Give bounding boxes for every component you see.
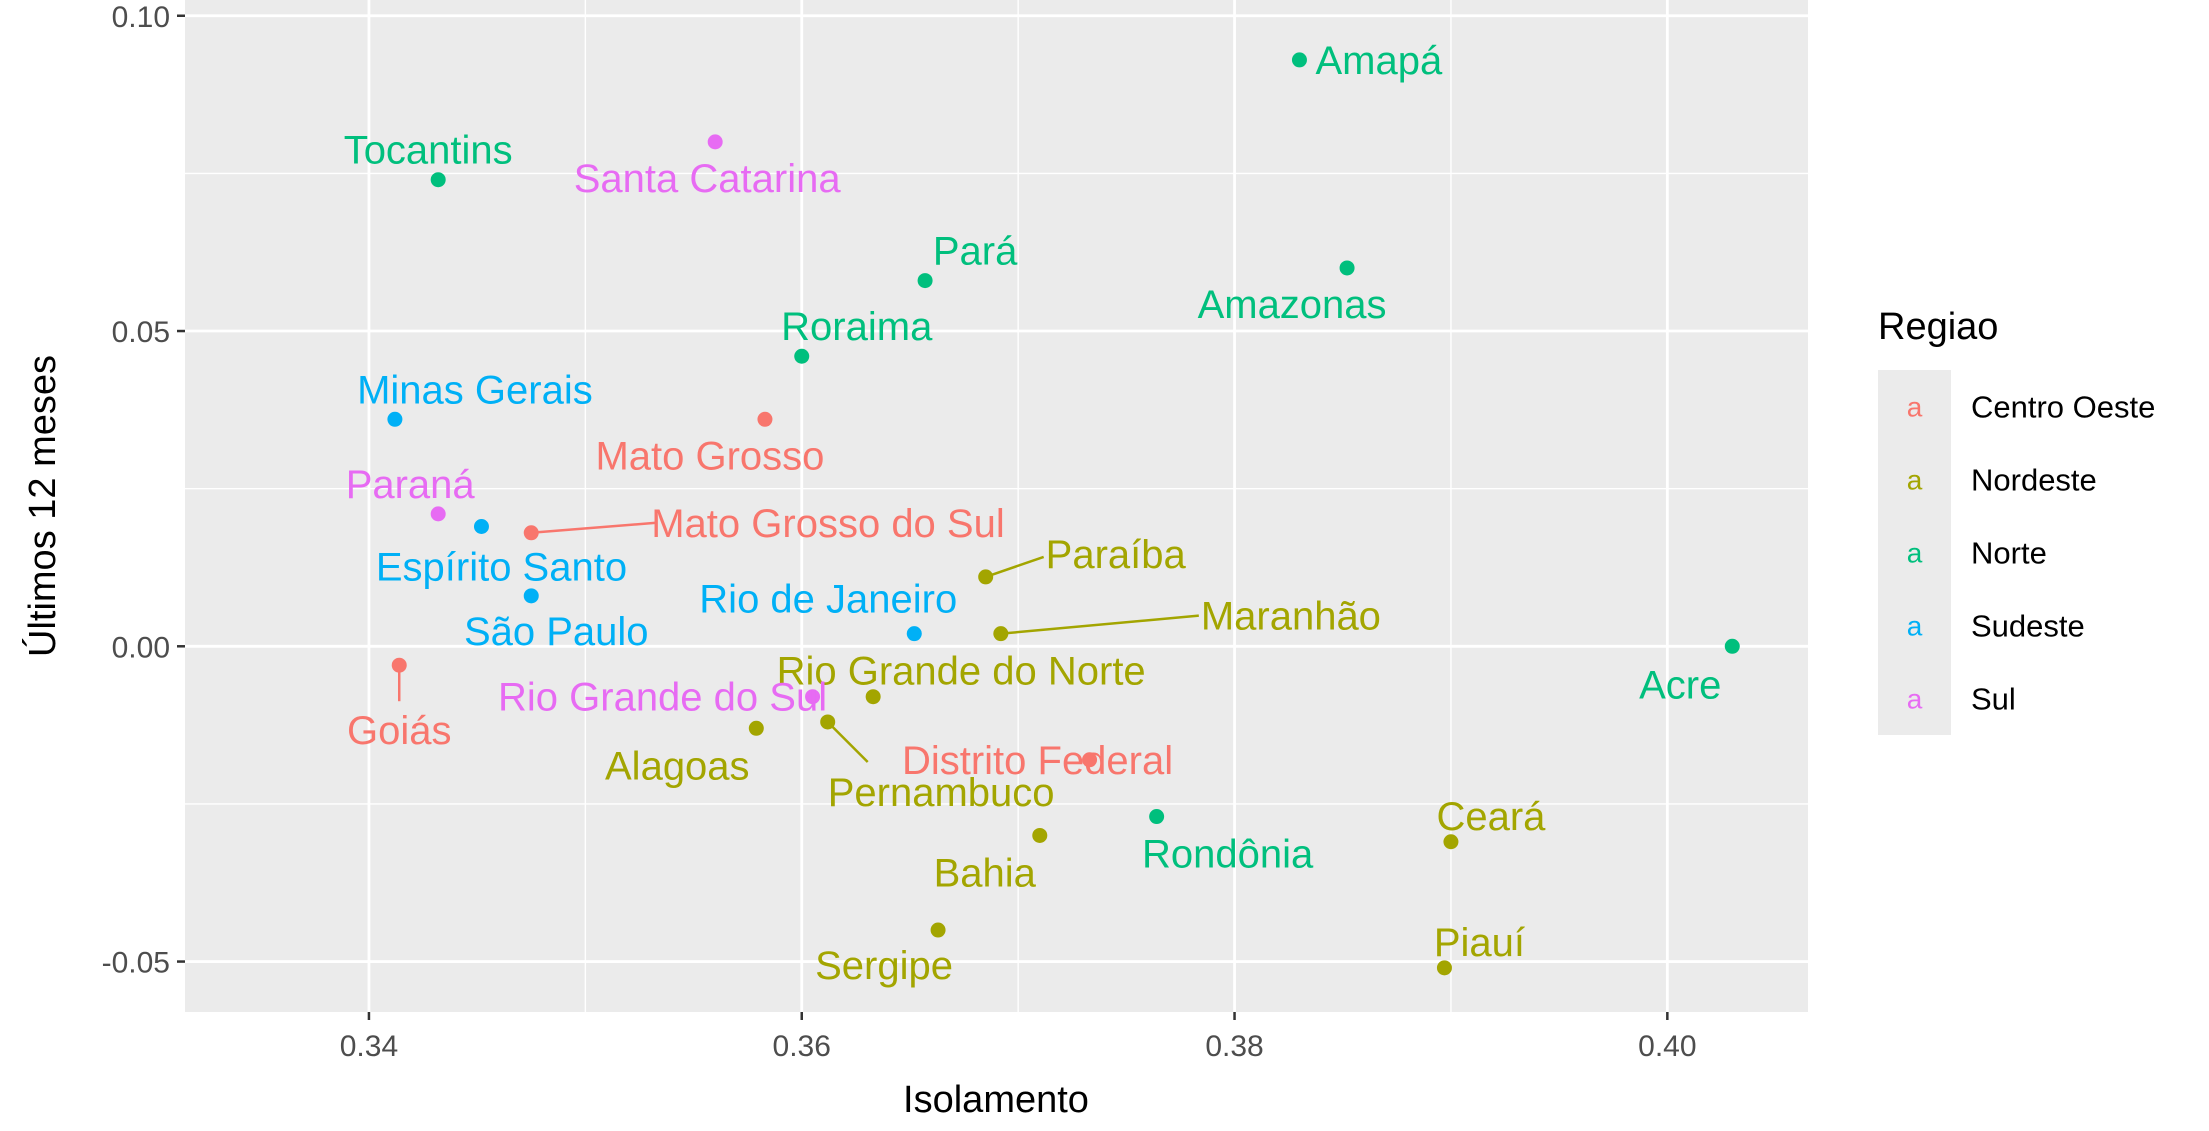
- label-minas-gerais: Minas Gerais: [357, 368, 593, 412]
- legend-keys-background: [1878, 370, 1951, 735]
- point-layer: [387, 52, 1740, 976]
- point-amazonas: [1339, 260, 1355, 276]
- legend-entries: a Centro Oeste a Nordeste a Norte a Sudeste a Sul: [1907, 390, 2156, 717]
- point-minas-gerais: [387, 411, 403, 427]
- point-sao-paulo: [523, 588, 539, 604]
- point-acre: [1724, 638, 1740, 654]
- point-piaui: [1436, 960, 1452, 976]
- point-santa-catarina: [707, 134, 723, 150]
- label-alagoas: Alagoas: [605, 744, 750, 788]
- legend-label-centro-oeste: Centro Oeste: [1971, 390, 2155, 425]
- leader-line-pernambuco: [826, 721, 869, 763]
- point-paraiba: [978, 569, 994, 585]
- panel-background: [185, 0, 1808, 1012]
- label-tocantins: Tocantins: [344, 129, 513, 173]
- point-maranhao: [993, 626, 1009, 642]
- leader-line-mato-grosso-do-sul: [531, 521, 657, 535]
- legend-key-nordeste: a: [1907, 465, 1923, 496]
- point-pernambuco: [820, 714, 836, 730]
- label-mato-grosso-do-sul: Mato Grosso do Sul: [651, 502, 1005, 546]
- point-mato-grosso-do-sul: [523, 525, 539, 541]
- x-tick-label: 0.40: [1638, 1030, 1696, 1063]
- grid-layer: [185, 0, 1808, 1012]
- point-rio-de-janeiro: [906, 626, 922, 642]
- legend-key-norte: a: [1907, 538, 1923, 569]
- label-rio-grande-do-sul: Rio Grande do Sul: [498, 676, 827, 720]
- y-tick-label: 0.10: [112, 1, 170, 34]
- point-tocantins: [430, 172, 446, 188]
- point-amapa: [1291, 52, 1307, 68]
- label-santa-catarina: Santa Catarina: [574, 157, 842, 201]
- label-amazonas: Amazonas: [1198, 283, 1387, 327]
- x-tick-label: 0.38: [1205, 1030, 1263, 1063]
- label-para: Pará: [933, 230, 1018, 274]
- x-tick-label: 0.34: [340, 1030, 398, 1063]
- point-ceara: [1443, 834, 1459, 850]
- label-bahia: Bahia: [934, 851, 1037, 895]
- label-goias: Goiás: [347, 709, 452, 753]
- label-parana: Paraná: [346, 463, 476, 507]
- point-distrito-federal: [1082, 752, 1098, 768]
- label-ceara: Ceará: [1436, 795, 1546, 839]
- legend-label-nordeste: Nordeste: [1971, 463, 2097, 498]
- point-bahia: [1032, 827, 1048, 843]
- label-rio-de-janeiro: Rio de Janeiro: [699, 578, 957, 622]
- label-distrito-federal: Distrito Federal: [902, 739, 1173, 783]
- leader-line-maranhao: [1000, 614, 1199, 635]
- label-roraima: Roraima: [781, 305, 933, 349]
- legend-label-sul: Sul: [1971, 682, 2016, 717]
- legend-label-sudeste: Sudeste: [1971, 609, 2085, 644]
- label-mato-grosso: Mato Grosso: [595, 434, 824, 478]
- legend: Regiao a Centro Oeste a Nordeste a Norte a Sude…: [1878, 306, 2155, 735]
- legend-key-sudeste: a: [1907, 611, 1923, 642]
- x-axis-title: Isolamento: [903, 1079, 1089, 1121]
- point-roraima: [794, 348, 810, 364]
- y-tick-label: 0.00: [112, 631, 170, 664]
- y-tick-label: -0.05: [102, 947, 170, 980]
- point-parana: [430, 506, 446, 522]
- tick-layer: 0.34 0.36 0.38 0.40 -0.05 0.00 0.05 0.10: [102, 1, 1697, 1063]
- point-espirito-santo: [473, 518, 489, 534]
- label-amapa: Amapá: [1315, 39, 1442, 83]
- label-espirito-santo: Espírito Santo: [376, 545, 627, 589]
- legend-title: Regiao: [1878, 306, 1998, 348]
- point-para: [917, 273, 933, 289]
- label-paraiba: Paraíba: [1046, 533, 1187, 577]
- point-goias: [391, 657, 407, 673]
- label-rondonia: Rondônia: [1142, 833, 1314, 877]
- y-tick-label: 0.05: [112, 316, 170, 349]
- label-maranhao: Maranhão: [1201, 595, 1381, 639]
- y-axis-title: Últimos 12 meses: [21, 355, 64, 657]
- label-acre: Acre: [1639, 663, 1721, 707]
- leader-line-paraiba: [985, 555, 1045, 579]
- point-rio-grande-do-norte: [865, 689, 881, 705]
- legend-label-norte: Norte: [1971, 536, 2047, 571]
- label-piaui: Piauí: [1434, 921, 1525, 965]
- label-sao-paulo: São Paulo: [464, 610, 649, 654]
- x-tick-label: 0.36: [773, 1030, 831, 1063]
- label-pernambuco: Pernambuco: [828, 771, 1055, 815]
- legend-key-centro-oeste: a: [1907, 392, 1923, 423]
- label-rio-grande-do-norte: Rio Grande do Norte: [777, 650, 1146, 694]
- point-mato-grosso: [757, 411, 773, 427]
- point-rondonia: [1149, 809, 1165, 825]
- label-sergipe: Sergipe: [815, 944, 953, 988]
- point-rio-grande-do-sul: [805, 689, 821, 705]
- label-layer: Amapá Tocantins Santa Catarina Pará Amazonas…: [344, 39, 1722, 988]
- point-alagoas: [748, 720, 764, 736]
- legend-key-sul: a: [1907, 684, 1923, 715]
- point-sergipe: [930, 922, 946, 938]
